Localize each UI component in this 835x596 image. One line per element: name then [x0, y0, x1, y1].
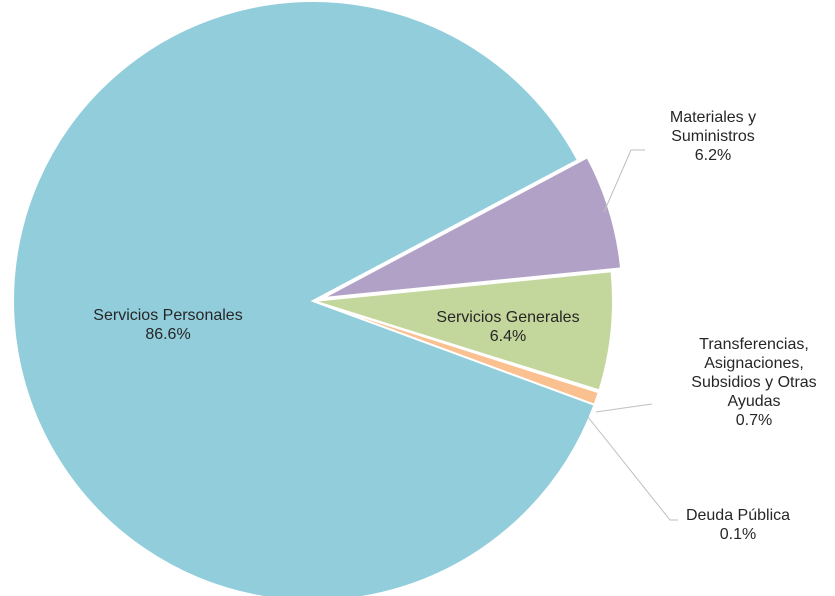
leader-line: [595, 403, 653, 413]
label-line: Transferencias,: [699, 336, 809, 353]
label-line: Servicios Generales: [436, 309, 579, 326]
slice-materiales-y-suministros: [322, 155, 623, 300]
data-label-transferencias-asignaciones-subsidios-y-otras-ayudas: Transferencias, Asignaciones, Subsidios y …: [691, 336, 816, 429]
label-line: Materiales y: [670, 109, 756, 126]
percent-label: 6.2%: [695, 147, 731, 164]
percent-label: 6.4%: [490, 328, 526, 345]
data-label-materiales-y-suministros: Materiales y Suministros 6.2%: [670, 109, 756, 164]
leader-line: [603, 149, 645, 213]
percent-label: 0.7%: [736, 412, 772, 429]
label-line: Subsidios y Otras: [691, 374, 816, 391]
label-line: Servicios Personales: [93, 307, 242, 324]
leader-line: [587, 416, 678, 521]
label-line: Ayudas: [727, 393, 780, 410]
percent-label: 0.1%: [720, 526, 756, 543]
label-line: Deuda Pública: [686, 507, 790, 524]
data-label-deuda-pública: Deuda Pública 0.1%: [686, 507, 790, 543]
data-label-servicios-generales: Servicios Generales 6.4%: [436, 309, 579, 345]
data-label-servicios-personales: Servicios Personales 86.6%: [93, 307, 242, 343]
slice-servicios-personales: [12, 0, 596, 596]
pie-slices: [12, 0, 623, 596]
slice-servicios-generales: [312, 270, 614, 392]
label-line: Suministros: [671, 128, 755, 145]
percent-label: 86.6%: [145, 326, 190, 343]
label-line: Asignaciones,: [704, 355, 804, 372]
